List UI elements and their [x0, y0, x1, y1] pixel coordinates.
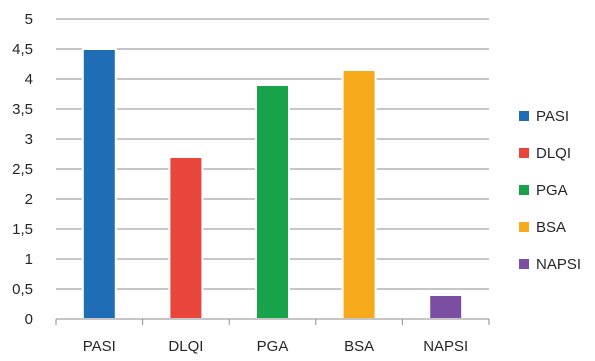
y-tick-label: 5: [25, 11, 33, 28]
legend-label: PGA: [536, 182, 568, 199]
legend-swatch-dlqi: [519, 148, 529, 158]
y-tick-label: 1: [25, 251, 33, 268]
x-category-label: PASI: [83, 338, 116, 355]
y-tick-label: 2,5: [12, 161, 33, 178]
y-tick-label: 4: [25, 71, 33, 88]
x-category-label: BSA: [344, 338, 374, 355]
y-tick-label: 3,5: [12, 101, 33, 118]
legend-label: PASI: [536, 108, 569, 125]
x-axis: [55, 318, 490, 325]
y-tick-label: 0: [25, 311, 33, 328]
bar-napsi: [428, 294, 464, 320]
y-tick-label: 3: [25, 131, 33, 148]
x-category-label: DLQI: [168, 338, 203, 355]
legend-label: BSA: [536, 219, 566, 236]
x-axis-category-labels: PASI DLQI PGA BSA NAPSI: [83, 338, 468, 355]
legend-swatch-pasi: [519, 111, 529, 121]
x-category-label: NAPSI: [423, 338, 468, 355]
legend-swatch-bsa: [519, 222, 529, 232]
legend-label: DLQI: [536, 145, 571, 162]
legend-swatch-pga: [519, 185, 529, 195]
y-tick-label: 2: [25, 191, 33, 208]
y-tick-label: 1,5: [12, 221, 33, 238]
bars: [81, 48, 464, 320]
bar-pga: [255, 84, 290, 320]
x-category-label: PGA: [257, 338, 289, 355]
legend-label: NAPSI: [536, 256, 581, 273]
y-tick-label: 0,5: [12, 281, 33, 298]
y-tick-label: 4,5: [12, 41, 33, 58]
bar-pasi: [81, 48, 117, 320]
y-axis-tick-labels: 0 0,5 1 1,5 2 2,5 3 3,5 4 4,5 5: [12, 11, 33, 328]
bar-dlqi: [168, 156, 204, 320]
legend: PASI DLQI PGA BSA NAPSI: [519, 108, 581, 273]
bar-bsa: [341, 69, 377, 320]
legend-swatch-napsi: [519, 259, 529, 269]
